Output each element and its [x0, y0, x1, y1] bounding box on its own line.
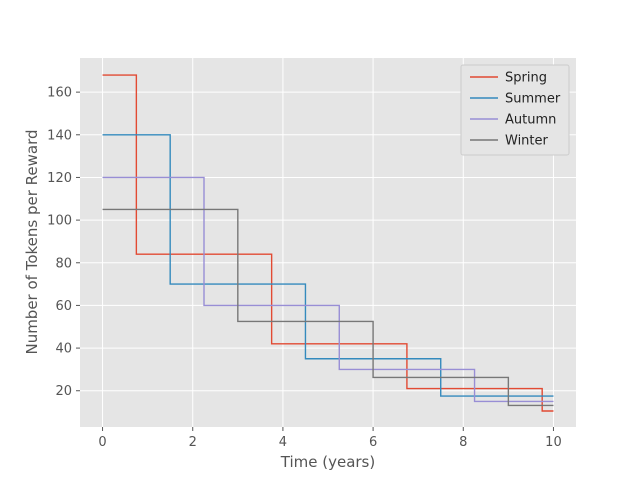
y-axis-label: Number of Tokens per Reward: [23, 129, 41, 354]
grid-lines: [80, 58, 576, 427]
x-axis-label: Time (years): [280, 453, 375, 471]
x-tick-label: 4: [279, 435, 287, 450]
y-tick-label: 120: [47, 171, 72, 186]
y-tick-label: 40: [55, 342, 72, 357]
series-layer: [102, 74, 554, 412]
legend-label-winter: Winter: [505, 134, 549, 149]
x-tick-label: 0: [98, 435, 106, 450]
y-tick-label: 160: [47, 86, 72, 101]
x-tick-label: 6: [369, 435, 377, 450]
y-tick-label: 100: [47, 214, 72, 229]
series-line-winter: [102, 208, 554, 407]
series-line-autumn: [102, 176, 554, 403]
legend-label-summer: Summer: [505, 92, 561, 107]
legend-box: [460, 64, 570, 156]
legend-label-spring: Spring: [505, 71, 547, 86]
y-tick-label: 80: [55, 256, 72, 271]
y-tick-label: 20: [55, 384, 72, 399]
x-tick-label: 10: [545, 435, 562, 450]
axis-ticks: 0 2 4 6 8 10 20 40 60 80 100 120 140 160: [47, 86, 562, 450]
y-tick-label: 60: [55, 299, 72, 314]
x-tick-label: 2: [189, 435, 197, 450]
y-tick-label: 140: [47, 128, 72, 143]
legend: Spring Summer Autumn Winter: [460, 64, 570, 156]
x-tick-label: 8: [459, 435, 467, 450]
legend-label-autumn: Autumn: [505, 113, 556, 128]
